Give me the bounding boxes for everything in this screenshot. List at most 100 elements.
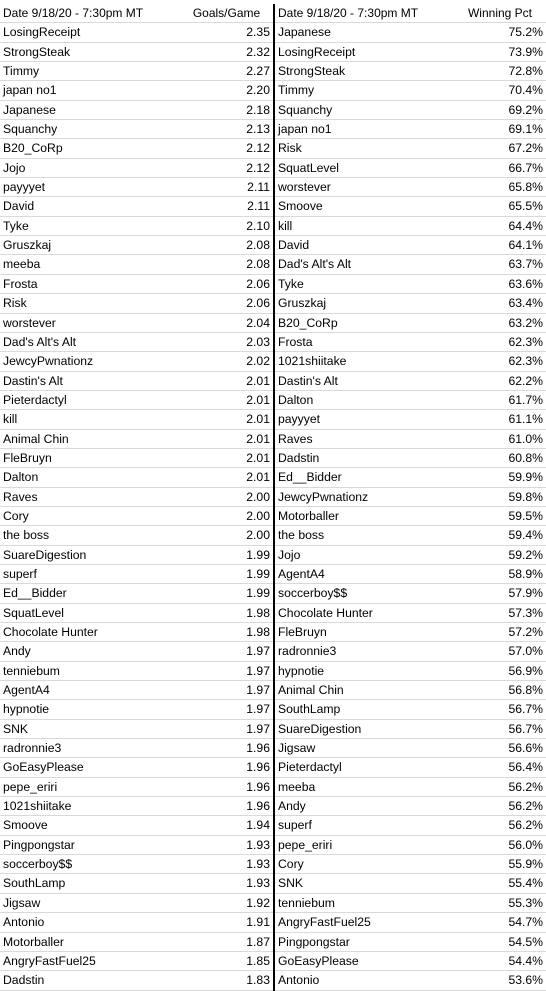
goals-value-cell[interactable]: 2.18 bbox=[183, 100, 275, 121]
winning-value-cell[interactable]: 57.0% bbox=[454, 641, 546, 662]
winning-value-cell[interactable]: 59.5% bbox=[454, 506, 546, 527]
goals-player-cell[interactable]: Antonio bbox=[0, 912, 183, 933]
winning-value-cell[interactable]: 56.0% bbox=[454, 835, 546, 856]
winning-player-cell[interactable]: hypnotie bbox=[274, 661, 454, 682]
winning-player-cell[interactable]: Ed__Bidder bbox=[274, 467, 454, 488]
goals-player-cell[interactable]: Japanese bbox=[0, 100, 183, 121]
goals-value-cell[interactable]: 1.97 bbox=[183, 680, 275, 701]
goals-player-cell[interactable]: the boss bbox=[0, 525, 183, 546]
goals-player-cell[interactable]: superf bbox=[0, 564, 183, 585]
goals-value-cell[interactable]: 1.99 bbox=[183, 583, 275, 604]
winning-player-cell[interactable]: Dastin's Alt bbox=[274, 371, 454, 391]
goals-value-cell[interactable]: 2.01 bbox=[183, 371, 275, 391]
winning-player-cell[interactable]: GoEasyPlease bbox=[274, 951, 454, 972]
goals-player-cell[interactable]: Cory bbox=[0, 506, 183, 527]
winning-value-cell[interactable]: 56.2% bbox=[454, 796, 546, 817]
winning-value-cell[interactable]: 73.9% bbox=[454, 42, 546, 63]
winning-player-cell[interactable]: SuareDigestion bbox=[274, 719, 454, 740]
goals-player-cell[interactable]: SquatLevel bbox=[0, 603, 183, 624]
goals-player-cell[interactable]: radronnie3 bbox=[0, 738, 183, 759]
winning-value-cell[interactable]: 70.4% bbox=[454, 80, 546, 101]
goals-value-cell[interactable]: 1.91 bbox=[183, 912, 275, 933]
winning-player-cell[interactable]: Tyke bbox=[274, 274, 454, 295]
goals-value-cell[interactable]: 2.10 bbox=[183, 216, 275, 237]
goals-player-cell[interactable]: kill bbox=[0, 409, 183, 430]
winning-value-cell[interactable]: 63.6% bbox=[454, 274, 546, 295]
goals-player-cell[interactable]: Smoove bbox=[0, 815, 183, 836]
goals-player-cell[interactable]: FleBruyn bbox=[0, 448, 183, 469]
goals-value-cell[interactable]: 1.92 bbox=[183, 893, 275, 914]
winning-value-cell[interactable]: 55.4% bbox=[454, 873, 546, 894]
winning-player-cell[interactable]: worstever bbox=[274, 177, 454, 198]
winning-player-cell[interactable]: Antonio bbox=[274, 970, 454, 991]
winning-player-cell[interactable]: Smoove bbox=[274, 196, 454, 217]
goals-value-cell[interactable]: 2.01 bbox=[183, 429, 275, 449]
goals-player-cell[interactable]: tenniebum bbox=[0, 661, 183, 682]
winning-value-cell[interactable]: 54.5% bbox=[454, 932, 546, 952]
goals-player-cell[interactable]: soccerboy$$ bbox=[0, 854, 183, 875]
winning-player-cell[interactable]: soccerboy$$ bbox=[274, 583, 454, 604]
winning-player-cell[interactable]: japan no1 bbox=[274, 119, 454, 140]
winning-player-cell[interactable]: AngryFastFuel25 bbox=[274, 912, 454, 933]
goals-value-cell[interactable]: 1.97 bbox=[183, 661, 275, 682]
goals-value-cell[interactable]: 2.08 bbox=[183, 235, 275, 256]
winning-player-cell[interactable]: SquatLevel bbox=[274, 158, 454, 179]
goals-player-cell[interactable]: japan no1 bbox=[0, 80, 183, 101]
goals-value-cell[interactable]: 1.99 bbox=[183, 564, 275, 585]
winning-value-cell[interactable]: 55.9% bbox=[454, 854, 546, 875]
winning-value-cell[interactable]: 63.4% bbox=[454, 293, 546, 314]
winning-value-cell[interactable]: 58.9% bbox=[454, 564, 546, 585]
goals-player-cell[interactable]: Dad's Alt's Alt bbox=[0, 332, 183, 353]
goals-player-cell[interactable]: GoEasyPlease bbox=[0, 757, 183, 778]
winning-player-cell[interactable]: pepe_eriri bbox=[274, 835, 454, 856]
winning-player-cell[interactable]: Cory bbox=[274, 854, 454, 875]
winning-value-cell[interactable]: 61.1% bbox=[454, 409, 546, 430]
goals-value-cell[interactable]: 2.27 bbox=[183, 61, 275, 82]
winning-value-cell[interactable]: 59.9% bbox=[454, 467, 546, 488]
winning-value-cell[interactable]: 69.2% bbox=[454, 100, 546, 121]
winning-player-cell[interactable]: Dalton bbox=[274, 390, 454, 411]
winning-player-cell[interactable]: David bbox=[274, 235, 454, 256]
winning-value-cell[interactable]: 59.4% bbox=[454, 525, 546, 546]
goals-value-cell[interactable]: 1.93 bbox=[183, 854, 275, 875]
winning-player-cell[interactable]: LosingReceipt bbox=[274, 42, 454, 63]
goals-value-cell[interactable]: 1.93 bbox=[183, 873, 275, 894]
goals-player-cell[interactable]: Frosta bbox=[0, 274, 183, 295]
goals-value-cell[interactable]: 1.83 bbox=[183, 970, 275, 991]
winning-value-cell[interactable]: 64.1% bbox=[454, 235, 546, 256]
goals-date-header[interactable]: Date 9/18/20 - 7:30pm MT bbox=[0, 4, 183, 24]
winning-value-cell[interactable]: 56.7% bbox=[454, 699, 546, 720]
winning-player-cell[interactable]: FleBruyn bbox=[274, 622, 454, 643]
winning-value-cell[interactable]: 54.7% bbox=[454, 912, 546, 933]
goals-player-cell[interactable]: Dadstin bbox=[0, 970, 183, 991]
goals-player-cell[interactable]: AgentA4 bbox=[0, 680, 183, 701]
goals-value-cell[interactable]: 1.96 bbox=[183, 757, 275, 778]
winning-value-cell[interactable]: 57.3% bbox=[454, 603, 546, 624]
goals-player-cell[interactable]: Animal Chin bbox=[0, 429, 183, 449]
goals-value-cell[interactable]: 2.13 bbox=[183, 119, 275, 140]
winning-value-cell[interactable]: 65.5% bbox=[454, 196, 546, 217]
goals-value-cell[interactable]: 2.01 bbox=[183, 467, 275, 488]
winning-value-cell[interactable]: 60.8% bbox=[454, 448, 546, 469]
winning-value-cell[interactable]: 55.3% bbox=[454, 893, 546, 914]
goals-player-cell[interactable]: 1021shiitake bbox=[0, 796, 183, 817]
goals-player-cell[interactable]: payyyet bbox=[0, 177, 183, 198]
goals-player-cell[interactable]: AngryFastFuel25 bbox=[0, 951, 183, 972]
winning-player-cell[interactable]: Pingpongstar bbox=[274, 932, 454, 952]
winning-player-cell[interactable]: Chocolate Hunter bbox=[274, 603, 454, 624]
winning-value-cell[interactable]: 61.0% bbox=[454, 429, 546, 449]
winning-player-cell[interactable]: tenniebum bbox=[274, 893, 454, 914]
winning-player-cell[interactable]: the boss bbox=[274, 525, 454, 546]
goals-value-cell[interactable]: 2.06 bbox=[183, 293, 275, 314]
winning-value-cell[interactable]: 62.2% bbox=[454, 371, 546, 391]
winning-value-cell[interactable]: 69.1% bbox=[454, 119, 546, 140]
winning-value-cell[interactable]: 56.7% bbox=[454, 719, 546, 740]
winning-player-cell[interactable]: Timmy bbox=[274, 80, 454, 101]
winning-player-cell[interactable]: Jigsaw bbox=[274, 738, 454, 759]
goals-player-cell[interactable]: Raves bbox=[0, 487, 183, 507]
goals-value-cell[interactable]: 1.85 bbox=[183, 951, 275, 972]
goals-player-cell[interactable]: Jigsaw bbox=[0, 893, 183, 914]
winning-value-cell[interactable]: 59.8% bbox=[454, 487, 546, 507]
goals-player-cell[interactable]: Chocolate Hunter bbox=[0, 622, 183, 643]
goals-value-cell[interactable]: 2.11 bbox=[183, 196, 275, 217]
